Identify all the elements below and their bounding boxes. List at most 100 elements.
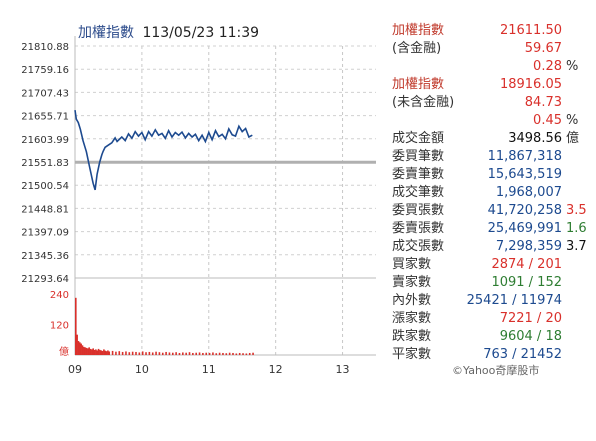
volume-bar: [81, 345, 84, 355]
stat-extra: 3.7: [566, 239, 587, 254]
stat-value: 84.73: [524, 95, 562, 110]
credit-text: ©Yahoo奇摩股市: [452, 364, 540, 377]
stat-row: 委買張數 41,720,258 3.5: [386, 202, 592, 220]
volume-bar: [242, 353, 244, 355]
stat-label: 賣家數: [392, 275, 432, 290]
stat-row: 內外數 25421 / 11974: [386, 292, 592, 310]
stat-row: 委賣張數 25,469,991 1.6: [386, 220, 592, 238]
volume-bar: [185, 352, 187, 355]
volume-bar: [91, 349, 93, 355]
chart-datetime: 113/05/23 11:39: [142, 25, 260, 41]
stat-row: 漲家數 7221 / 20: [386, 310, 592, 328]
stat-value: 763 / 21452: [483, 347, 562, 362]
stat-value: 15,643,519: [487, 167, 562, 182]
stat-row: 委賣筆數 15,643,519: [386, 166, 592, 184]
volume-bar: [99, 349, 101, 355]
volume-bar: [83, 346, 85, 355]
volume-bar: [87, 348, 89, 355]
stat-extra: 1.6: [566, 221, 587, 236]
volume-bar: [202, 352, 204, 355]
volume-bar: [188, 352, 191, 355]
volume-bar: [235, 353, 238, 355]
stat-value: 25421 / 11974: [466, 293, 562, 308]
volume-bar: [171, 352, 174, 355]
stat-row: 成交張數 7,298,359 3.7: [386, 238, 592, 256]
volume-bar: [103, 349, 105, 355]
stat-label: 委賣張數: [392, 221, 445, 236]
stat-row: 0.45%: [386, 112, 592, 130]
y-tick-label: 21397.09: [21, 228, 69, 239]
volume-bar: [195, 352, 197, 355]
volume-bar: [75, 297, 77, 355]
stat-row: 0.28%: [386, 58, 592, 76]
volume-bar: [93, 349, 96, 355]
y-tick-label: 21448.81: [21, 204, 69, 215]
stat-value: 0.45: [533, 113, 562, 128]
stat-value: 1091 / 152: [491, 275, 562, 290]
volume-bar: [228, 352, 231, 355]
stat-row: (未含金融) 84.73: [386, 94, 592, 112]
stat-extra: %: [566, 59, 579, 74]
volume-bar: [80, 343, 82, 355]
stat-extra: 3.5: [566, 203, 587, 218]
stat-label: (含金融): [392, 41, 442, 56]
y-tick-label: 21551.83: [21, 158, 69, 169]
volume-bar: [212, 352, 214, 355]
stat-value: 3498.56: [508, 131, 562, 146]
volume-bar: [148, 351, 151, 355]
stat-value: 41,720,258: [487, 203, 562, 218]
stat-value: 18916.05: [499, 77, 562, 92]
stat-value: 1,968,007: [495, 185, 562, 200]
volume-bar: [218, 352, 221, 355]
x-tick-label: 10: [135, 363, 149, 376]
volume-bar: [165, 351, 167, 355]
chart-header: 加權指數 113/05/23 11:39: [78, 22, 259, 42]
y-tick-label: 21603.99: [21, 135, 69, 146]
stat-row: 成交金額 3498.56 億: [386, 130, 592, 148]
volume-bar: [125, 351, 127, 355]
y-tick-label: 21655.71: [21, 112, 69, 123]
x-tick-label: 12: [269, 363, 283, 376]
stat-label: 漲家數: [392, 311, 432, 326]
volume-bar: [77, 341, 80, 355]
x-tick-label: 11: [202, 363, 216, 376]
volume-bar: [208, 352, 211, 355]
y-tick-label: 21810.88: [21, 42, 69, 53]
stat-value: 21611.50: [499, 23, 562, 38]
stat-value: 11,867,318: [487, 149, 562, 164]
volume-bar: [92, 348, 94, 355]
stat-value: 0.28: [533, 59, 562, 74]
y-tick-label: 21759.16: [21, 65, 69, 76]
stat-label: 跌家數: [392, 329, 432, 344]
stat-label: 成交金額: [392, 131, 445, 146]
stat-row: 成交筆數 1,968,007: [386, 184, 592, 202]
volume-bar: [108, 351, 111, 355]
volume-bar: [232, 352, 234, 355]
y-tick-label: 21500.54: [21, 181, 69, 192]
volume-bar: [85, 347, 88, 355]
bar-unit-label: 億: [59, 345, 69, 358]
volume-bar: [215, 353, 218, 355]
volume-bar: [79, 342, 81, 355]
stat-label: 內外數: [392, 293, 432, 308]
volume-bar: [104, 350, 107, 355]
stat-value: 59.67: [524, 41, 562, 56]
volume-bar: [245, 353, 248, 355]
stat-value: 9604 / 18: [499, 329, 562, 344]
volume-bar: [222, 352, 224, 355]
stat-value: 7,298,359: [495, 239, 562, 254]
volume-bar: [96, 350, 99, 355]
stat-label: 加權指數: [392, 77, 445, 92]
volume-bar: [225, 353, 228, 355]
stat-extra: %: [566, 113, 579, 128]
volume-bar: [155, 351, 157, 355]
stat-label: 買家數: [392, 257, 432, 272]
volume-bar: [97, 348, 100, 355]
stat-row: 加權指數 18916.05: [386, 76, 592, 94]
price-line: [74, 109, 253, 191]
volume-bar: [84, 347, 86, 355]
volume-bar: [135, 351, 137, 355]
volume-bar: [107, 350, 109, 355]
stat-label: 委買筆數: [392, 149, 445, 164]
bar-y-tick-label: 120: [50, 321, 69, 332]
